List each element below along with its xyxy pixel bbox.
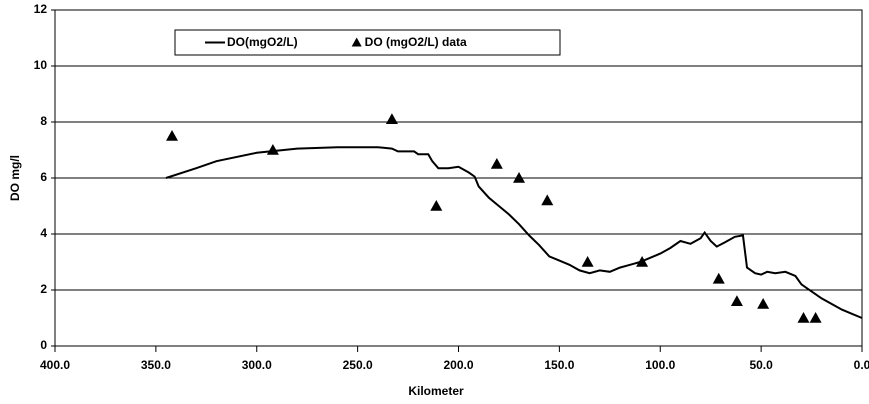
data-point (636, 256, 649, 267)
data-point (712, 272, 725, 284)
y-tick-label: 0 (40, 338, 47, 352)
data-point (266, 144, 279, 155)
data-point (541, 194, 554, 206)
x-tick-label: 300.0 (242, 358, 272, 372)
x-axis-label: Kilometer (408, 384, 464, 398)
data-point (513, 172, 526, 183)
y-tick-label: 8 (40, 114, 47, 128)
legend-box (174, 29, 561, 56)
data-point (757, 298, 770, 309)
data-point (385, 113, 398, 124)
data-point (730, 295, 743, 306)
x-tick-label: 50.0 (749, 358, 773, 372)
data-point (797, 312, 810, 323)
data-point (166, 130, 179, 141)
y-tick-label: 12 (34, 2, 48, 16)
x-tick-label: 350.0 (141, 358, 171, 372)
data-point (490, 158, 503, 169)
x-tick-label: 400.0 (40, 358, 70, 372)
x-tick-label: 250.0 (343, 358, 373, 372)
data-line (165, 146, 863, 319)
data-point (581, 256, 594, 267)
y-tick-label: 4 (40, 226, 47, 240)
legend-label: DO (mgO2/L) data (365, 35, 467, 49)
y-tick-label: 2 (40, 282, 47, 296)
y-tick-label: 6 (40, 170, 47, 184)
y-tick-label: 10 (34, 58, 48, 72)
x-tick-label: 0.0 (854, 358, 869, 372)
plot-frame (54, 9, 863, 347)
legend-marker (351, 37, 362, 47)
data-point (809, 312, 822, 323)
x-tick-label: 100.0 (645, 358, 675, 372)
y-axis-label: DO mg/l (8, 155, 22, 201)
legend-label: DO(mgO2/L) (227, 35, 298, 49)
data-point (430, 200, 443, 211)
x-tick-label: 200.0 (443, 358, 473, 372)
x-tick-label: 150.0 (544, 358, 574, 372)
